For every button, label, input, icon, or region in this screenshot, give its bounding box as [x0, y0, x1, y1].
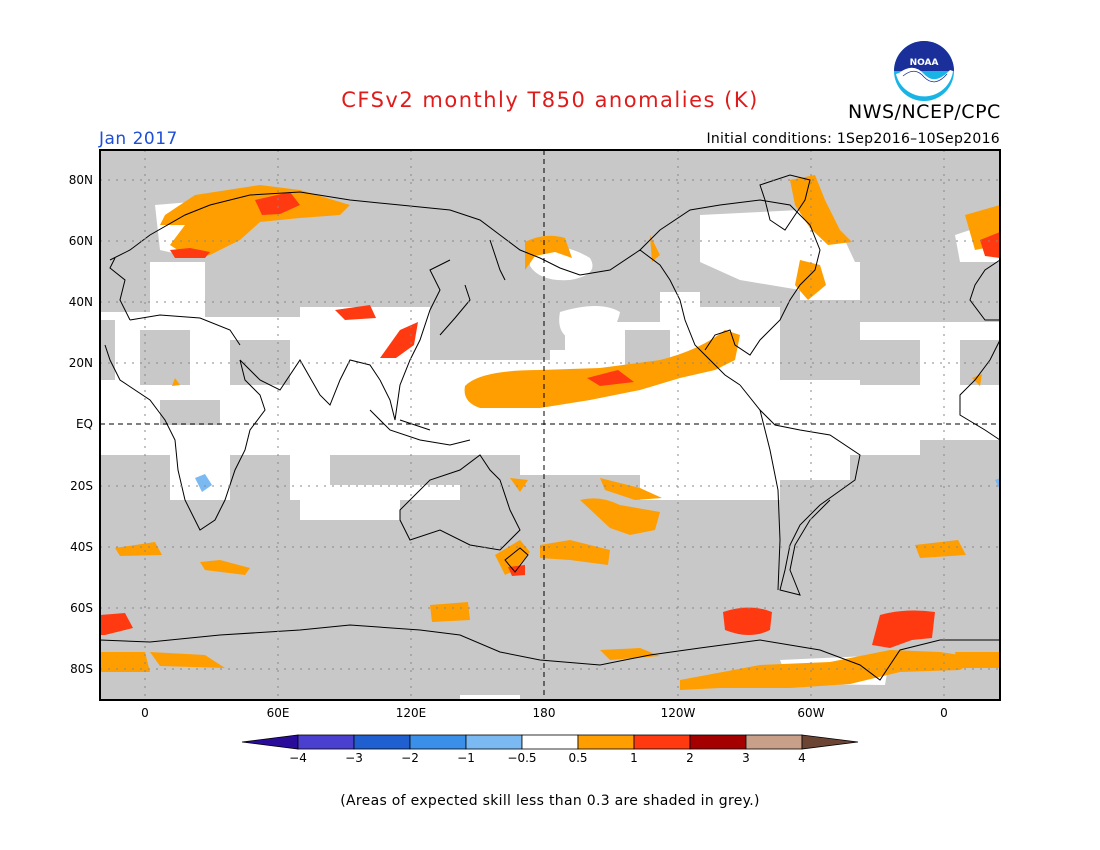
lat-label: 40S — [70, 540, 93, 554]
legend-swatch — [801, 734, 859, 750]
anomaly-blue — [195, 474, 1000, 492]
legend-swatch — [409, 734, 467, 750]
lon-label: 0 — [940, 706, 948, 720]
footnote: (Areas of expected skill less than 0.3 a… — [340, 793, 760, 809]
longitude-labels: 0 60E 120E 180 120W 60W 0 — [141, 706, 948, 720]
legend-swatch — [745, 734, 803, 750]
legend-swatch — [465, 734, 523, 750]
lat-label: 20N — [69, 356, 93, 370]
anomaly-orange — [100, 175, 1000, 690]
lon-label: 120W — [661, 706, 696, 720]
legend-label: −0.5 — [507, 751, 536, 765]
chart-title: CFSv2 monthly T850 anomalies (K) — [341, 88, 759, 112]
noaa-logo-icon: NOAA — [894, 41, 954, 101]
legend-swatch — [297, 734, 355, 750]
grid-lines — [100, 150, 1000, 700]
lon-label: 60W — [797, 706, 824, 720]
lat-label: 60N — [69, 234, 93, 248]
legend-label: −4 — [289, 751, 307, 765]
map-frame — [99, 149, 1001, 701]
legend-label: −1 — [457, 751, 475, 765]
lon-label: 0 — [141, 706, 149, 720]
logo-text: NOAA — [910, 58, 939, 68]
lat-label: 40N — [69, 295, 93, 309]
legend-swatch — [353, 734, 411, 750]
legend-swatch — [521, 734, 579, 750]
lat-label: 80N — [69, 173, 93, 187]
lon-label: 180 — [533, 706, 556, 720]
equator-dateline — [100, 150, 1000, 700]
latitude-labels: 80N 60N 40N 20N EQ 20S 40S 60S 80S — [69, 173, 93, 676]
legend-label: −3 — [345, 751, 363, 765]
coastlines — [99, 174, 1001, 681]
legend-swatch — [241, 734, 299, 750]
lon-label: 60E — [267, 706, 290, 720]
lat-label: 60S — [70, 601, 93, 615]
initial-conditions: Initial conditions: 1Sep2016–10Sep2016 — [706, 131, 1000, 147]
agency-label: NWS/NCEP/CPC — [848, 101, 1001, 123]
legend-swatch — [689, 734, 747, 750]
legend-label: 1 — [630, 751, 638, 765]
lon-label: 120E — [396, 706, 427, 720]
anomaly-red — [100, 192, 1000, 648]
lat-label: 20S — [70, 479, 93, 493]
legend-label: 4 — [798, 751, 806, 765]
legend-label: −2 — [401, 751, 419, 765]
legend-label: 3 — [742, 751, 750, 765]
lat-label: EQ — [76, 417, 93, 431]
lat-label: 80S — [70, 662, 93, 676]
legend-label: 0.5 — [568, 751, 587, 765]
legend-swatch — [577, 734, 635, 750]
legend-swatch — [633, 734, 691, 750]
legend-label: 2 — [686, 751, 694, 765]
forecast-month: Jan 2017 — [99, 129, 178, 149]
